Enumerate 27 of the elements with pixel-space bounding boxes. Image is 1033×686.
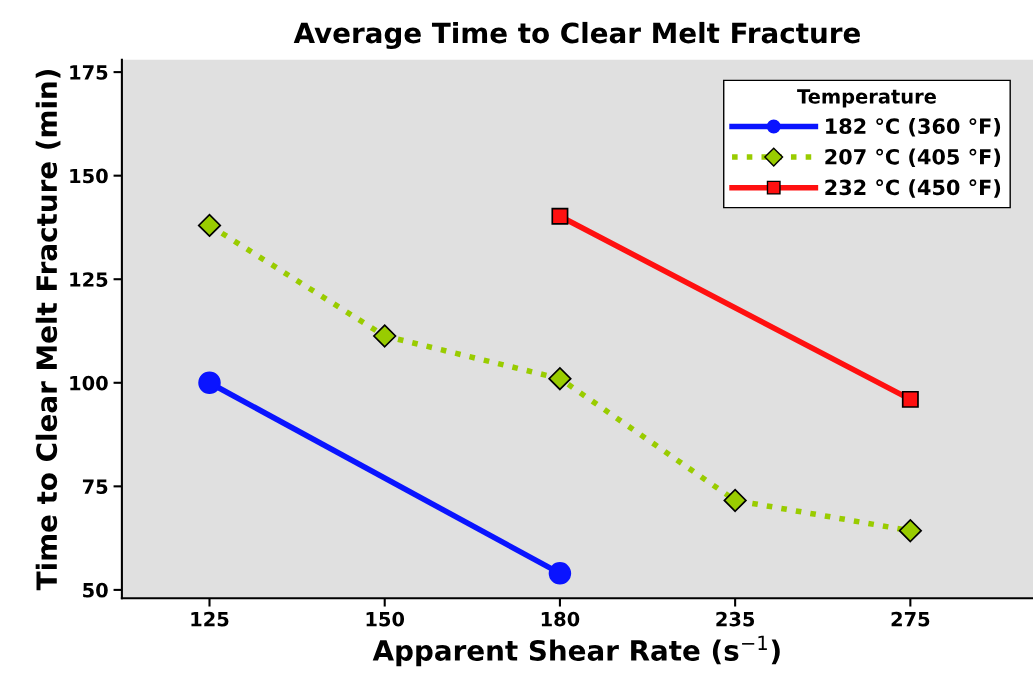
point [901,390,919,408]
legend-title: Temperature [797,89,936,108]
point [551,207,569,225]
x-axis-title: Apparent Shear Rate (s$^{−1}$) [372,635,780,667]
x-tick-label: 180 [541,611,580,627]
legend-label: 207 °C (405 °F) [825,148,1001,168]
y-tick-label: 75 [82,479,108,495]
y-tick-label: 125 [70,272,108,287]
x-tick-label: 275 [891,611,930,627]
x-tick-label: 125 [191,611,229,627]
x-tick-label: 235 [716,611,755,627]
point [373,324,397,348]
point [723,488,747,513]
legend-label: 182 °C (360 °F) [826,117,1001,137]
legend-label: 232 °C (450 °F) [825,179,1001,198]
y-tick-label: 100 [70,375,108,391]
point [197,213,222,238]
y-tick-label: 150 [70,168,108,184]
y-tick-label: 175 [70,65,108,80]
y-axis-title: Time to Clear Melt Fracture (min) [35,69,61,591]
y-tick-label: 50 [83,582,108,598]
point [198,371,221,395]
chart-title: Average Time to Clear Melt Fracture [293,21,860,50]
point [548,562,572,585]
point [548,367,572,391]
point [898,519,922,543]
x-tick-label: 150 [366,611,405,627]
